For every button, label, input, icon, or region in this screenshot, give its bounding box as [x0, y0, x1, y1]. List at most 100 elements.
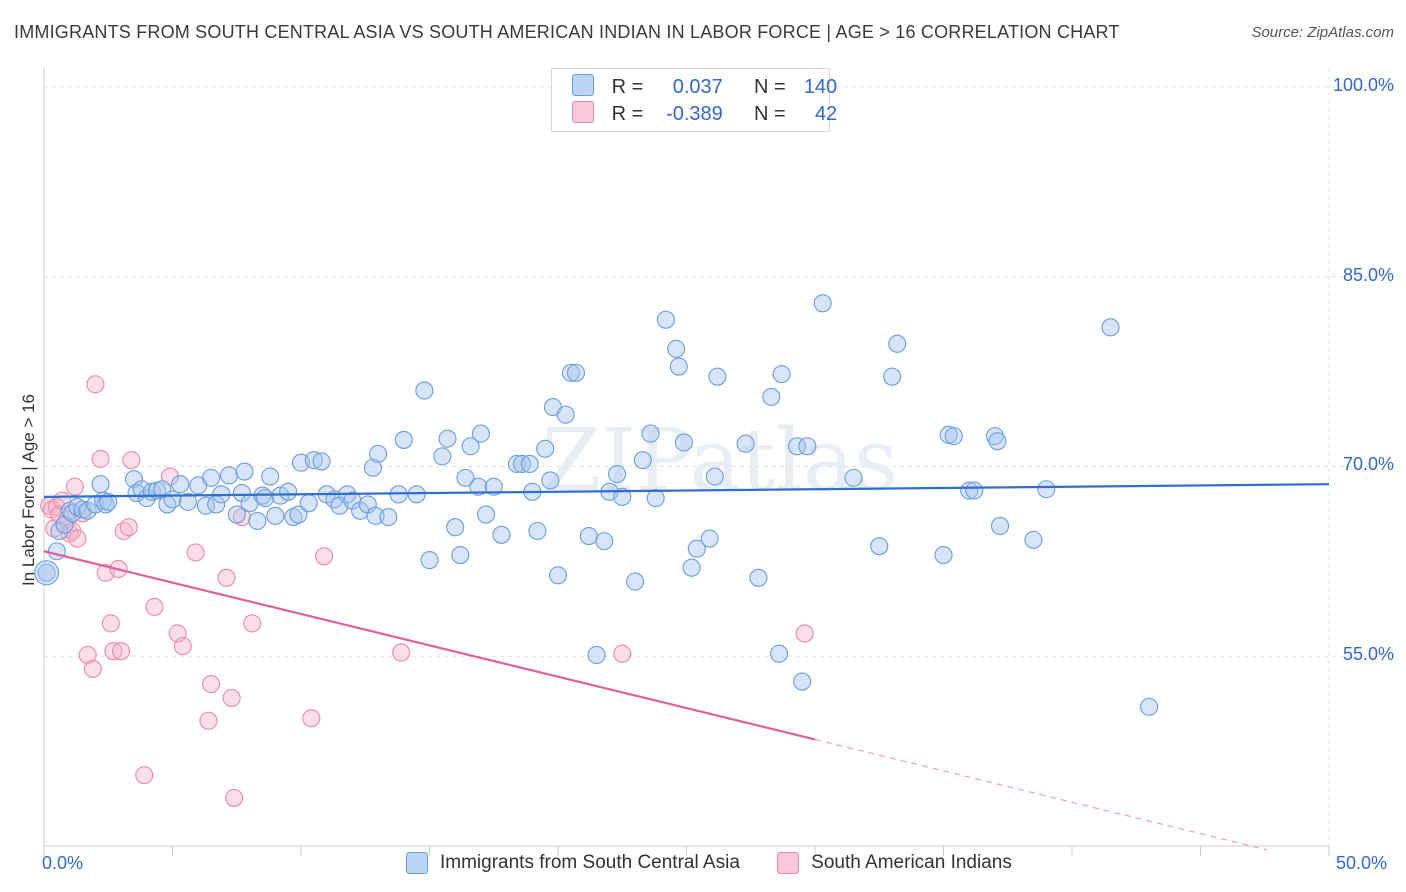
legend-row-pink: R = -0.389 N = 42 [572, 101, 837, 129]
data-point [199, 711, 218, 730]
data-point [476, 505, 496, 524]
data-point [83, 659, 102, 678]
data-point [512, 454, 532, 474]
data-point [104, 642, 123, 661]
data-point [769, 644, 789, 663]
data-point [227, 505, 246, 524]
legend-swatch-blue [572, 74, 594, 96]
data-point [536, 439, 555, 458]
data-point [990, 516, 1010, 535]
data-point [579, 527, 598, 546]
data-point [225, 788, 244, 807]
data-point [646, 489, 665, 508]
data-point [420, 551, 439, 570]
data-point [315, 547, 334, 566]
data-point [626, 572, 645, 591]
data-point [705, 467, 724, 486]
data-point [299, 494, 318, 513]
data-point [492, 525, 511, 544]
data-point [793, 672, 812, 691]
data-point [708, 367, 727, 386]
trend-line-pink [43, 550, 816, 741]
data-point [674, 433, 693, 452]
data-point [700, 529, 719, 548]
data-point [667, 339, 686, 358]
data-point [1037, 480, 1056, 499]
data-point [243, 614, 262, 633]
data-point [284, 508, 303, 527]
trend-line-pink-extension [814, 738, 1268, 851]
series-legend: Immigrants from South Central Asia South… [406, 852, 1044, 880]
data-point [101, 614, 120, 633]
x-tick-label-min: 0.0% [42, 853, 84, 873]
data-point [65, 477, 84, 496]
legend-r-value: 0.037 [672, 76, 723, 98]
data-point [461, 437, 480, 456]
data-point [1140, 697, 1159, 716]
data-point [556, 405, 575, 424]
data-point [135, 766, 154, 785]
data-point [112, 642, 131, 661]
data-point [988, 432, 1007, 451]
data-point [934, 545, 953, 565]
y-tick-label: 70.0% [1342, 454, 1394, 475]
data-point [736, 434, 755, 453]
data-point [541, 471, 560, 490]
data-point [343, 491, 362, 510]
data-point [587, 645, 606, 665]
watermark: ZIPatlas [542, 411, 898, 511]
data-point [68, 529, 87, 548]
data-point [394, 430, 413, 449]
data-point [255, 489, 275, 508]
data-point [548, 566, 568, 585]
data-point [173, 637, 192, 656]
data-point [960, 481, 979, 500]
data-point [366, 506, 385, 525]
data-point [34, 560, 60, 586]
data-point [762, 387, 781, 406]
legend-r-label: R = [611, 103, 644, 125]
data-point [145, 597, 164, 616]
data-point [47, 542, 66, 561]
data-point [469, 477, 488, 496]
data-point [749, 568, 768, 587]
legend-swatch-blue [406, 852, 428, 874]
data-point [202, 675, 221, 694]
data-point [363, 458, 383, 477]
legend-label-blue: Immigrants from South Central Asia [440, 852, 740, 873]
data-point [186, 543, 205, 562]
data-point [369, 444, 388, 463]
data-point [1024, 530, 1043, 549]
data-point [608, 465, 627, 484]
data-point [78, 645, 97, 665]
data-point [595, 532, 614, 551]
legend-n-label: N = [753, 76, 786, 98]
data-point [520, 454, 539, 474]
data-point [302, 709, 321, 728]
data-point [787, 437, 807, 456]
data-point [232, 508, 251, 527]
data-point [433, 447, 452, 466]
data-point [99, 492, 118, 511]
data-point [171, 475, 190, 494]
legend-label-pink: South American Indians [811, 852, 1012, 873]
data-point [528, 521, 547, 541]
y-axis-label: In Labor Force | Age > 16 [19, 393, 38, 587]
data-point [446, 518, 465, 537]
data-point [669, 357, 688, 376]
data-point [248, 511, 267, 530]
stats-legend: R = 0.037 N = 140 R = -0.389 N = 42 [551, 68, 837, 132]
data-point [122, 451, 141, 470]
legend-n-value: 140 [803, 76, 838, 98]
data-point [312, 452, 331, 471]
y-tick-label: 85.0% [1342, 264, 1394, 285]
data-point [507, 454, 526, 474]
data-point [944, 427, 963, 446]
data-point [178, 492, 197, 511]
source-label: Source: ZipAtlas.com [1251, 24, 1394, 41]
data-point [119, 518, 138, 537]
data-point [392, 643, 411, 662]
legend-swatch-pink [777, 852, 800, 874]
data-point [682, 558, 701, 577]
